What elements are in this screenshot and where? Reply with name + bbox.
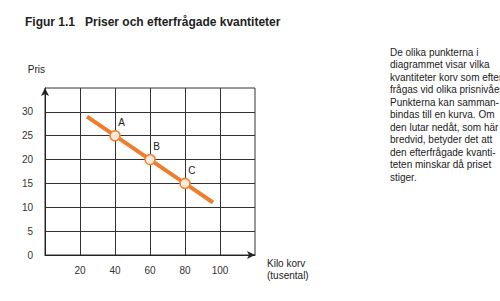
svg-text:Priser och efterfrågade kvanti: Priser och efterfrågade kvantiteter xyxy=(85,15,281,29)
svg-text:Punkterna kan samman-: Punkterna kan samman- xyxy=(390,97,499,108)
svg-text:A: A xyxy=(118,117,125,128)
svg-text:B: B xyxy=(153,141,160,152)
svg-text:0: 0 xyxy=(27,250,33,261)
svg-text:frågas vid olika prisnivåer.: frågas vid olika prisnivåer. xyxy=(390,84,500,95)
svg-text:60: 60 xyxy=(144,265,156,276)
svg-text:20: 20 xyxy=(22,154,34,165)
svg-text:30: 30 xyxy=(22,106,34,117)
svg-text:Kilo korv: Kilo korv xyxy=(267,258,305,269)
svg-text:25: 25 xyxy=(22,130,34,141)
svg-text:den efterfrågade kvanti-: den efterfrågade kvanti- xyxy=(390,147,496,158)
svg-text:kvantiteter korv som efter-: kvantiteter korv som efter- xyxy=(390,72,500,83)
svg-text:diagrammet visar vilka: diagrammet visar vilka xyxy=(390,59,490,70)
svg-text:80: 80 xyxy=(179,265,191,276)
svg-text:20: 20 xyxy=(74,265,86,276)
svg-text:10: 10 xyxy=(22,202,34,213)
svg-text:bindas till en kurva. Om: bindas till en kurva. Om xyxy=(390,109,495,120)
svg-text:Figur 1.1: Figur 1.1 xyxy=(25,15,75,29)
svg-text:Pris: Pris xyxy=(28,64,45,75)
svg-text:15: 15 xyxy=(22,178,34,189)
svg-text:100: 100 xyxy=(212,265,229,276)
svg-text:5: 5 xyxy=(27,226,33,237)
svg-text:40: 40 xyxy=(109,265,121,276)
svg-text:den lutar nedåt, som här: den lutar nedåt, som här xyxy=(390,122,499,133)
svg-text:C: C xyxy=(188,165,195,176)
svg-text:teten minskar då priset: teten minskar då priset xyxy=(390,159,491,170)
svg-text:De olika punkterna i: De olika punkterna i xyxy=(390,47,478,58)
svg-text:stiger.: stiger. xyxy=(390,172,417,183)
svg-text:(tusental): (tusental) xyxy=(267,270,309,281)
svg-text:bredvid, betyder det att: bredvid, betyder det att xyxy=(390,134,493,145)
